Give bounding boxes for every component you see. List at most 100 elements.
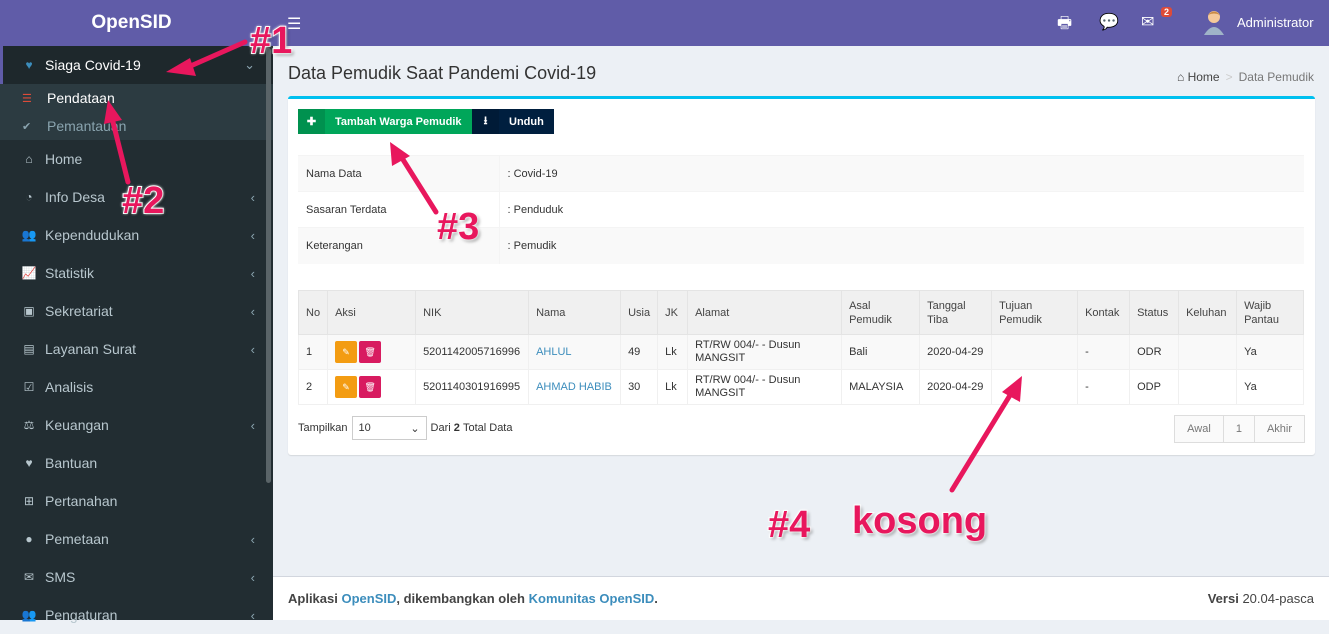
mail-icon[interactable]: ✉ [1141, 14, 1155, 31]
chevron-left-icon: ‹ [250, 189, 255, 205]
sidebar-item-label: Info Desa [45, 189, 105, 205]
brand-logo[interactable]: OpenSID [0, 0, 273, 46]
sidebar-item-label: Pengaturan [45, 607, 118, 623]
check-square-icon: ☑ [23, 380, 35, 394]
sidebar-item-label: Pertanahan [45, 493, 118, 509]
page-number[interactable]: 1 [1222, 415, 1255, 443]
archive-icon: ▣ [23, 304, 35, 318]
cell-tujuan [991, 369, 1079, 405]
delete-button[interactable]: 🗑 [359, 376, 382, 398]
sidebar-item-layanan-surat[interactable]: ▤ Layanan Surat ‹ [0, 330, 273, 368]
footer-version: Versi 20.04-pasca [1208, 591, 1314, 606]
sidebar-item-sms[interactable]: ✉ SMS ‹ [0, 558, 273, 596]
column-header[interactable]: Status [1129, 290, 1180, 335]
cell-jk: Lk [657, 369, 689, 405]
annotation-2: #2 [121, 179, 165, 223]
chevron-left-icon: ‹ [250, 569, 255, 585]
home-icon: ⌂ [25, 152, 33, 166]
sidebar-item-label: Kependudukan [45, 227, 140, 243]
sidebar-item-label: Keuangan [45, 417, 109, 433]
column-header[interactable]: Tujuan Pemudik [991, 290, 1079, 335]
sidebar-item-label: Analisis [45, 379, 94, 395]
download-icon: ⭳ [472, 109, 499, 134]
info-label: Keterangan [298, 227, 500, 264]
opensid-link[interactable]: OpenSID [341, 591, 397, 606]
avatar[interactable] [1203, 9, 1225, 35]
breadcrumb-home[interactable]: Home [1187, 70, 1220, 84]
show-label: Tampilkan [298, 422, 348, 434]
column-header[interactable]: Nama [528, 290, 622, 335]
column-header[interactable]: Usia [620, 290, 659, 335]
annotation-1: #1 [249, 19, 293, 63]
sidebar-item-siaga-covid[interactable]: ♥ Siaga Covid-19 ⌄ [0, 46, 273, 84]
user-name[interactable]: Administrator [1237, 15, 1314, 30]
cell-nik: 5201142005716996 [415, 334, 530, 370]
sidebar-item-analisis[interactable]: ☑ Analisis [0, 368, 273, 406]
footer-app: Aplikasi [288, 591, 338, 606]
sidebar-item-pengaturan[interactable]: 👥 Pengaturan ‹ [0, 596, 273, 634]
total-suffix: Total Data [462, 422, 513, 434]
sidebar-item-keuangan[interactable]: ⚖ Keuangan ‹ [0, 406, 273, 444]
page-last[interactable]: Akhir [1253, 415, 1305, 443]
column-header[interactable]: Alamat [687, 290, 843, 335]
sidebar-subitem-label: Pendataan [47, 90, 115, 106]
print-icon[interactable]: 🖶 [1057, 15, 1073, 32]
cell-kontak: - [1077, 369, 1131, 405]
chart-icon: 📈 [21, 266, 37, 280]
heart-icon: ♥ [25, 58, 33, 72]
column-header[interactable]: NIK [415, 290, 530, 335]
sidebar-item-home[interactable]: ⌂ Home [0, 140, 273, 178]
breadcrumb-current: Data Pemudik [1238, 70, 1314, 84]
sidebar-item-statistik[interactable]: 📈 Statistik ‹ [0, 254, 273, 292]
cell-nama: AHLUL [528, 334, 622, 370]
name-link[interactable]: AHMAD HABIB [536, 380, 612, 393]
check-icon: ✔ [22, 120, 32, 133]
chat-icon[interactable]: 💬 [1099, 14, 1119, 31]
table-header-row: No Aksi NIK Nama Usia JK Alamat Asal Pem… [297, 290, 1304, 335]
sidebar-item-label: Home [45, 151, 83, 167]
download-button[interactable]: ⭳ Unduh [472, 109, 554, 134]
column-header[interactable]: Kontak [1077, 290, 1131, 335]
cell-tujuan [991, 334, 1079, 370]
page-size-select[interactable]: 10 ⌄ [351, 416, 427, 440]
cell-no: 1 [297, 334, 329, 370]
sidebar-subitem-pendataan[interactable]: ☰ Pendataan [0, 84, 273, 112]
column-header[interactable]: No [297, 290, 329, 335]
add-button-label: Tambah Warga Pemudik [335, 115, 462, 128]
menu-toggle-icon[interactable]: ☰ [287, 16, 302, 33]
sidebar-item-pertanahan[interactable]: ⊞ Pertanahan [0, 482, 273, 520]
table-row: 2 ✎ 🗑 5201140301916995 AHMAD HABIB 30 Lk … [297, 369, 1304, 405]
sidebar-item-kependudukan[interactable]: 👥 Kependudukan ‹ [0, 216, 273, 254]
column-header[interactable]: Asal Pemudik [841, 290, 921, 335]
page-first[interactable]: Awal [1174, 415, 1224, 443]
info-value: : Pemudik [499, 227, 1304, 264]
column-header[interactable]: JK [657, 290, 689, 335]
info-value: : Covid-19 [499, 155, 1304, 192]
column-header[interactable]: Wajib Pantau [1236, 290, 1304, 335]
sidebar-item-pemetaan[interactable]: ● Pemetaan ‹ [0, 520, 273, 558]
delete-button[interactable]: 🗑 [359, 341, 382, 363]
list-icon: ☰ [22, 92, 32, 105]
column-header[interactable]: Tanggal Tiba [919, 290, 993, 335]
signpost-icon: ⊞ [23, 494, 35, 508]
komunitas-link[interactable]: Komunitas OpenSID [528, 591, 655, 606]
mail-count-badge: 2 [1161, 7, 1173, 17]
sidebar-item-sekretariat[interactable]: ▣ Sekretariat ‹ [0, 292, 273, 330]
name-link[interactable]: AHLUL [536, 345, 572, 358]
heart-icon: ♥ [25, 456, 33, 470]
cell-keluhan [1178, 334, 1238, 370]
add-pemudik-button[interactable]: ✚ Tambah Warga Pemudik [298, 109, 472, 134]
chevron-left-icon: ‹ [250, 607, 255, 623]
sidebar-scrollbar[interactable] [266, 48, 271, 483]
edit-button[interactable]: ✎ [335, 376, 358, 398]
sidebar-item-bantuan[interactable]: ♥ Bantuan [0, 444, 273, 482]
edit-button[interactable]: ✎ [335, 341, 358, 363]
info-value: : Penduduk [499, 191, 1304, 228]
dashboard-icon: ◔ [25, 190, 33, 204]
chevron-down-icon: ⌄ [410, 422, 420, 435]
cell-status: ODP [1129, 369, 1180, 405]
sidebar-subitem-pemantauan[interactable]: ✔ Pemantauan [0, 112, 273, 140]
info-label: Nama Data [298, 155, 500, 192]
column-header[interactable]: Keluhan [1178, 290, 1238, 335]
sidebar-item-info-desa[interactable]: ◔ Info Desa ‹ [0, 178, 273, 216]
